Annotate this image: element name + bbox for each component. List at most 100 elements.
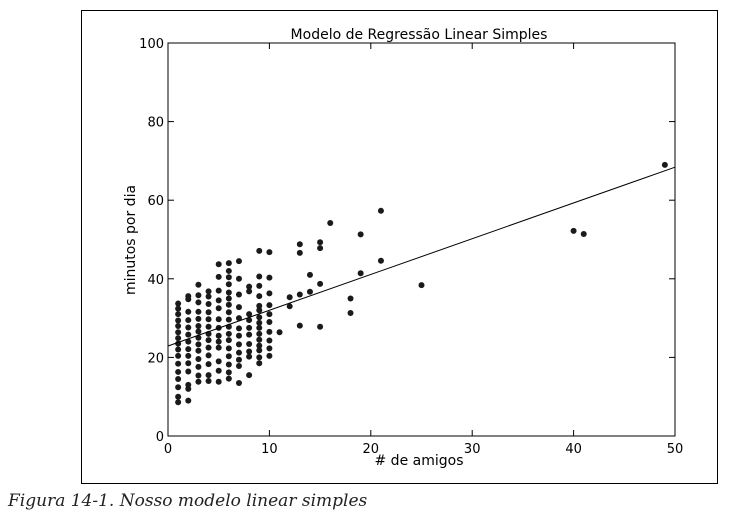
- data-point: [256, 302, 263, 309]
- data-point: [185, 317, 192, 324]
- data-point: [246, 331, 253, 338]
- data-point: [215, 367, 222, 374]
- data-point: [246, 288, 253, 295]
- data-point: [205, 293, 212, 300]
- y-tick-label: 100: [139, 37, 164, 52]
- data-point: [256, 247, 263, 254]
- data-point: [306, 288, 313, 295]
- data-point: [246, 311, 253, 318]
- data-point: [185, 397, 192, 404]
- scatter-chart: Modelo de Regressão Linear Simples 0 20 40…: [123, 27, 684, 469]
- data-point: [246, 353, 253, 360]
- data-point: [266, 290, 273, 297]
- data-point: [256, 293, 263, 300]
- data-point: [185, 296, 192, 303]
- data-point: [215, 344, 222, 351]
- data-point: [225, 281, 232, 288]
- data-point: [175, 352, 182, 359]
- data-point: [276, 329, 283, 336]
- data-point: [215, 332, 222, 339]
- figure-frame: [81, 10, 718, 484]
- data-point: [215, 378, 222, 385]
- data-point: [327, 219, 334, 226]
- data-point: [266, 302, 273, 309]
- x-tick-label: 50: [667, 442, 684, 457]
- data-point: [195, 372, 202, 379]
- data-point: [266, 319, 273, 326]
- data-point: [317, 323, 324, 330]
- data-point: [215, 305, 222, 312]
- data-point: [175, 368, 182, 375]
- data-point: [296, 291, 303, 298]
- data-point: [256, 282, 263, 289]
- data-point: [195, 378, 202, 385]
- data-point: [215, 273, 222, 280]
- data-point: [205, 352, 212, 359]
- data-point: [347, 295, 354, 302]
- data-point: [175, 393, 182, 400]
- data-point: [175, 335, 182, 342]
- data-point: [205, 337, 212, 344]
- data-point: [246, 317, 253, 324]
- data-point: [256, 324, 263, 331]
- data-point: [235, 325, 242, 332]
- data-point: [256, 342, 263, 349]
- data-point: [195, 341, 202, 348]
- data-point: [317, 280, 324, 287]
- data-point: [246, 341, 253, 348]
- data-point: [195, 355, 202, 362]
- data-point: [256, 330, 263, 337]
- data-point: [357, 231, 364, 238]
- data-point: [185, 360, 192, 367]
- data-point: [225, 260, 232, 267]
- data-point: [225, 295, 232, 302]
- x-tick-label: 20: [363, 442, 380, 457]
- data-point: [580, 230, 587, 237]
- data-point: [175, 322, 182, 329]
- data-point: [175, 305, 182, 312]
- data-point: [357, 270, 364, 277]
- data-point: [205, 377, 212, 384]
- data-point: [246, 324, 253, 331]
- data-point: [185, 385, 192, 392]
- data-point: [306, 271, 313, 278]
- y-tick-label: 60: [147, 194, 164, 209]
- y-tick-label: 80: [147, 116, 164, 131]
- data-point: [225, 274, 232, 281]
- data-point: [256, 360, 263, 367]
- data-point: [185, 324, 192, 331]
- data-point: [296, 322, 303, 329]
- data-point: [205, 361, 212, 368]
- data-point: [256, 307, 263, 314]
- data-point: [235, 341, 242, 348]
- data-point: [195, 292, 202, 299]
- data-point: [175, 317, 182, 324]
- data-point: [215, 358, 222, 365]
- data-point: [256, 336, 263, 343]
- data-point: [195, 315, 202, 322]
- data-point: [175, 329, 182, 336]
- x-tick-label: 10: [261, 442, 278, 457]
- y-tick-label: 0: [156, 430, 164, 445]
- data-point: [225, 369, 232, 376]
- data-point: [246, 348, 253, 355]
- x-tick-label: 30: [464, 442, 481, 457]
- data-point: [195, 322, 202, 329]
- data-point: [256, 354, 263, 361]
- chart-title: Modelo de Regressão Linear Simples: [291, 27, 548, 43]
- data-point: [205, 316, 212, 323]
- data-point: [377, 207, 384, 214]
- x-axis-label: # de amigos: [375, 453, 464, 469]
- data-point: [205, 309, 212, 316]
- data-point: [256, 347, 263, 354]
- data-point: [266, 345, 273, 352]
- data-point: [175, 399, 182, 406]
- data-point: [185, 331, 192, 338]
- data-point: [266, 249, 273, 256]
- data-point: [175, 384, 182, 391]
- data-point: [185, 368, 192, 375]
- data-point: [225, 361, 232, 368]
- data-point: [225, 309, 232, 316]
- data-point: [418, 282, 425, 289]
- data-point: [225, 301, 232, 308]
